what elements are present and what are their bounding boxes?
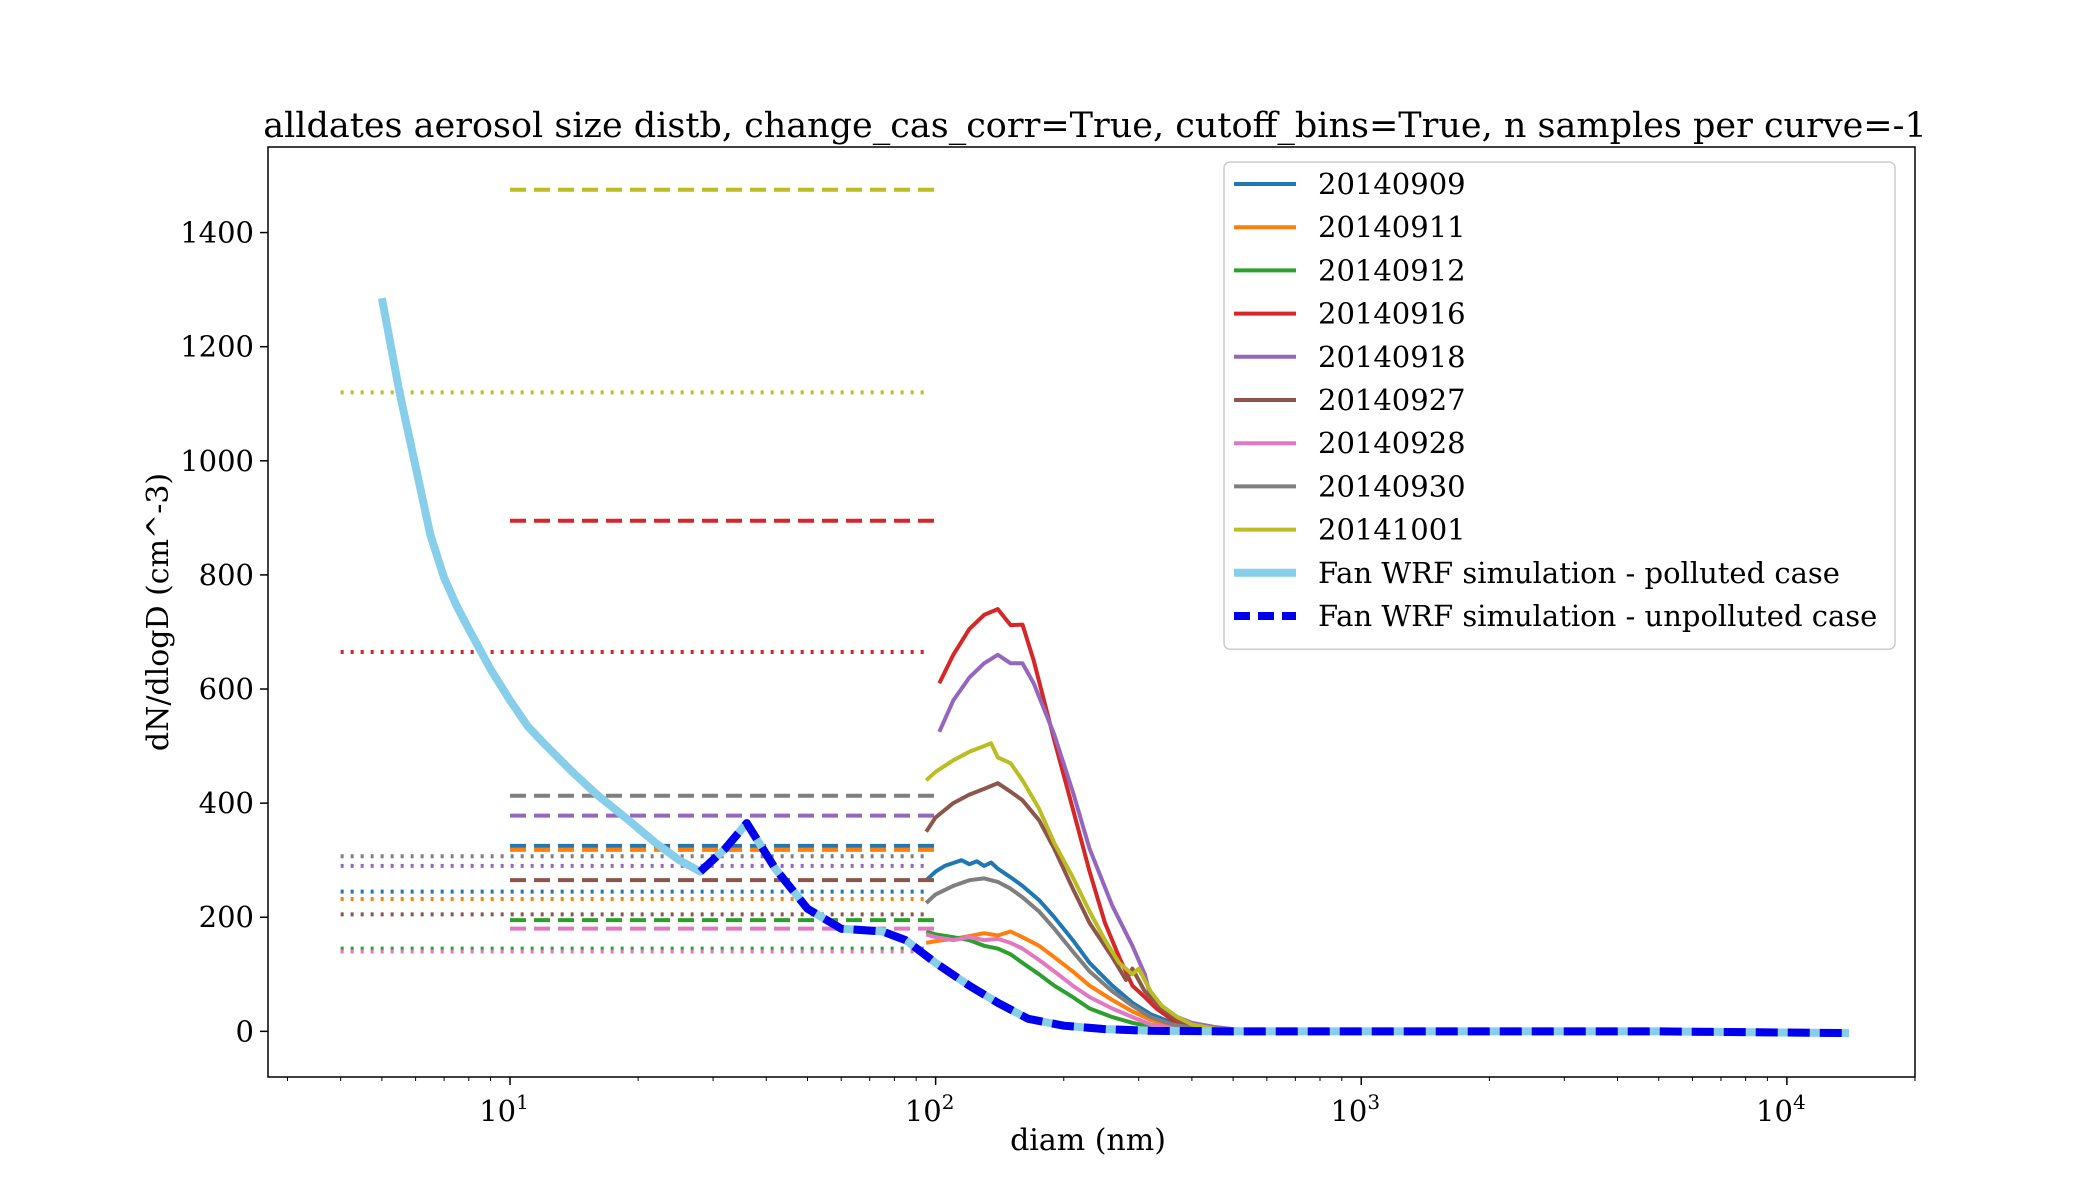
chart-title: alldates aerosol size distb, change_cas_… (263, 106, 1926, 146)
series-fan-wrf-simulation-unpolluted-case (697, 819, 1850, 1038)
legend-label: 20140916 (1318, 297, 1466, 331)
y-tick-label: 200 (199, 900, 254, 934)
series-line (924, 858, 1234, 1033)
series-line (924, 741, 1234, 1033)
series-line (924, 876, 1214, 1033)
legend: 20140909 20140911 20140912 20140916 20140918… (1223, 161, 1896, 650)
series-line (925, 932, 1193, 1032)
series-line (924, 781, 1234, 1033)
x-axis-label: diam (nm) (1010, 1123, 1166, 1158)
series-20140916 (340, 518, 1234, 1033)
legend-label: Fan WRF simulation - unpolluted case (1318, 599, 1877, 633)
y-tick-label: 1000 (180, 444, 254, 478)
x-axis: 101 102 103 104 (286, 1077, 1916, 1128)
series-20141001 (340, 187, 1234, 1033)
y-axis-label: dN/dlogD (cm^-3) (141, 473, 176, 751)
y-axis: 0 200 400 600 800 1000 1200 1400 (180, 216, 268, 1048)
series-line (937, 607, 1234, 1033)
y-tick-label: 1200 (180, 330, 254, 364)
series-line (697, 819, 1850, 1038)
legend-box (1223, 161, 1896, 650)
legend-label: 20141001 (1318, 513, 1466, 547)
legend-label: 20140927 (1318, 383, 1466, 417)
legend-label: 20140911 (1318, 210, 1466, 244)
y-tick-label: 0 (236, 1014, 254, 1048)
plot-frame (267, 146, 1916, 1078)
y-tick-label: 1400 (180, 216, 254, 250)
series-20140927 (340, 781, 1234, 1033)
series-20140930 (340, 793, 1214, 1033)
y-tick-label: 600 (199, 672, 254, 706)
legend-label: 20140930 (1318, 469, 1466, 503)
series-layer (340, 187, 1850, 1038)
legend-label: 20140918 (1318, 340, 1466, 374)
series-20140928 (340, 926, 1193, 1032)
legend-label: Fan WRF simulation - polluted case (1318, 556, 1840, 590)
legend-label: 20140909 (1318, 167, 1466, 201)
y-tick-label: 800 (199, 558, 254, 592)
legend-label: 20140912 (1318, 253, 1466, 287)
legend-label: 20140928 (1318, 426, 1466, 460)
series-20140909 (340, 843, 1234, 1033)
y-tick-label: 400 (199, 786, 254, 820)
